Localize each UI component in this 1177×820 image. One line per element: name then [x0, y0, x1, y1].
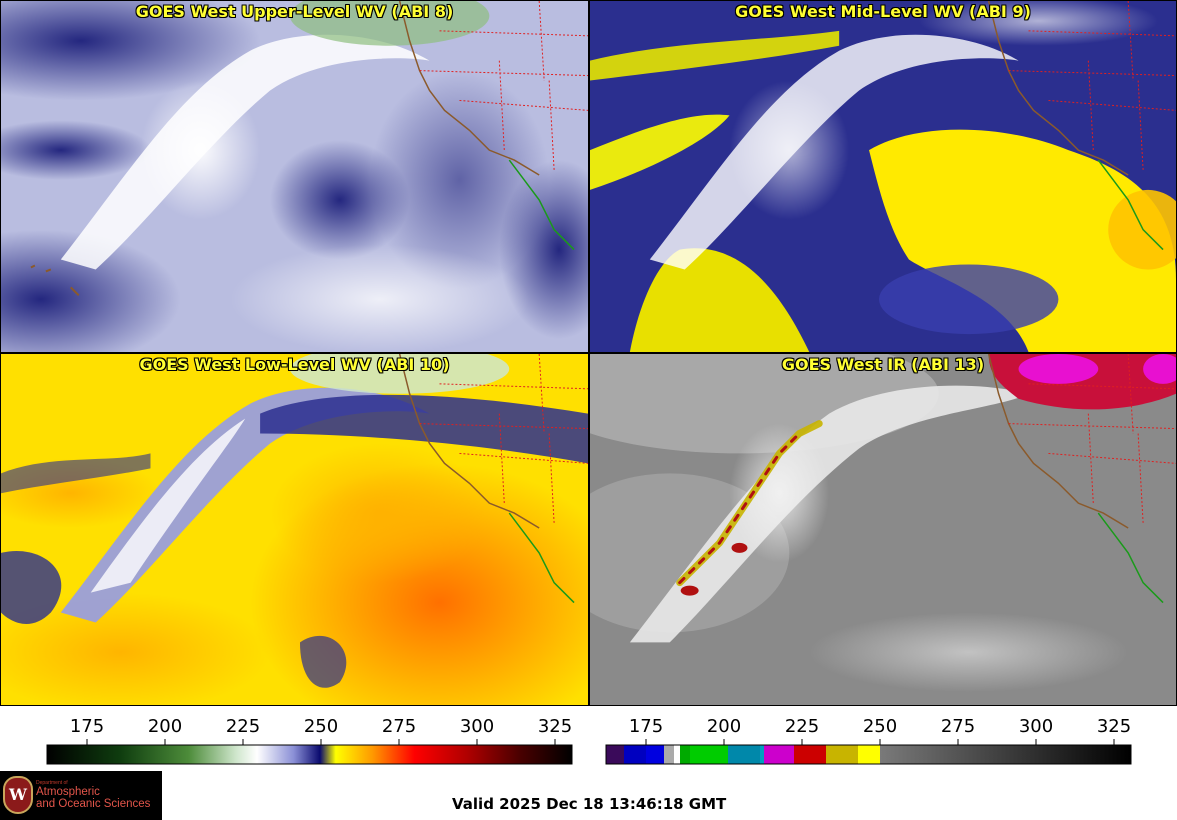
colorbar-tick-label: 200: [148, 716, 182, 737]
low-level-wv-image: [1, 354, 588, 705]
infrared-image: [590, 354, 1176, 705]
colorbar-tick-label: 225: [226, 716, 260, 737]
panel-infrared: GOES West IR (ABI 13): [589, 353, 1177, 706]
colorbar-tick-label: 325: [538, 716, 572, 737]
logo-text: Atmospheric and Oceanic Sciences: [36, 786, 150, 810]
uw-aos-logo: W Department of Atmospheric and Oceanic …: [0, 771, 162, 820]
colorbar-tick-label: 300: [460, 716, 494, 737]
colorbar-tick-label: 175: [70, 716, 104, 737]
uw-seal-icon: W: [3, 776, 33, 814]
colorbar-tick-label: 325: [1097, 716, 1131, 737]
colorbar-tick-label: 250: [863, 716, 897, 737]
panel-title: GOES West Low-Level WV (ABI 10): [139, 355, 450, 374]
colorbar-tick-label: 175: [629, 716, 663, 737]
colorbar-tick-label: 225: [785, 716, 819, 737]
panel-title: GOES West IR (ABI 13): [781, 355, 985, 374]
upper-level-wv-image: [1, 1, 588, 352]
valid-time: Valid 2025 Dec 18 13:46:18 GMT: [452, 795, 727, 813]
logo-line-1: Atmospheric: [36, 786, 100, 798]
infrared-colorbar: 175 200 225 250 275 300 325: [605, 715, 1132, 765]
panel-upper-level-wv: GOES West Upper-Level WV (ABI 8): [0, 0, 589, 353]
panel-mid-level-wv: GOES West Mid-Level WV (ABI 9): [589, 0, 1177, 353]
colorbar-tick-label: 200: [707, 716, 741, 737]
colorbar-tick-label: 275: [941, 716, 975, 737]
mid-level-wv-image: [590, 1, 1176, 352]
infrared-colorbar-svg: 175 200 225 250 275 300 325: [605, 716, 1132, 765]
colorbar-tick-label: 300: [1019, 716, 1053, 737]
water-vapor-colorbar-svg: 175 200 225 250 275 300 325: [46, 716, 573, 765]
colorbar-tick-label: 275: [382, 716, 416, 737]
logo-department: Department of: [36, 780, 68, 786]
panel-low-level-wv: GOES West Low-Level WV (ABI 10): [0, 353, 589, 706]
logo-line-2: and Oceanic Sciences: [36, 798, 151, 810]
panel-title: GOES West Upper-Level WV (ABI 8): [135, 2, 454, 21]
panel-title: GOES West Mid-Level WV (ABI 9): [735, 2, 1031, 21]
water-vapor-colorbar: 175 200 225 250 275 300 325: [46, 715, 573, 765]
colorbar-tick-label: 250: [304, 716, 338, 737]
colorbar-gradient: [46, 744, 573, 765]
